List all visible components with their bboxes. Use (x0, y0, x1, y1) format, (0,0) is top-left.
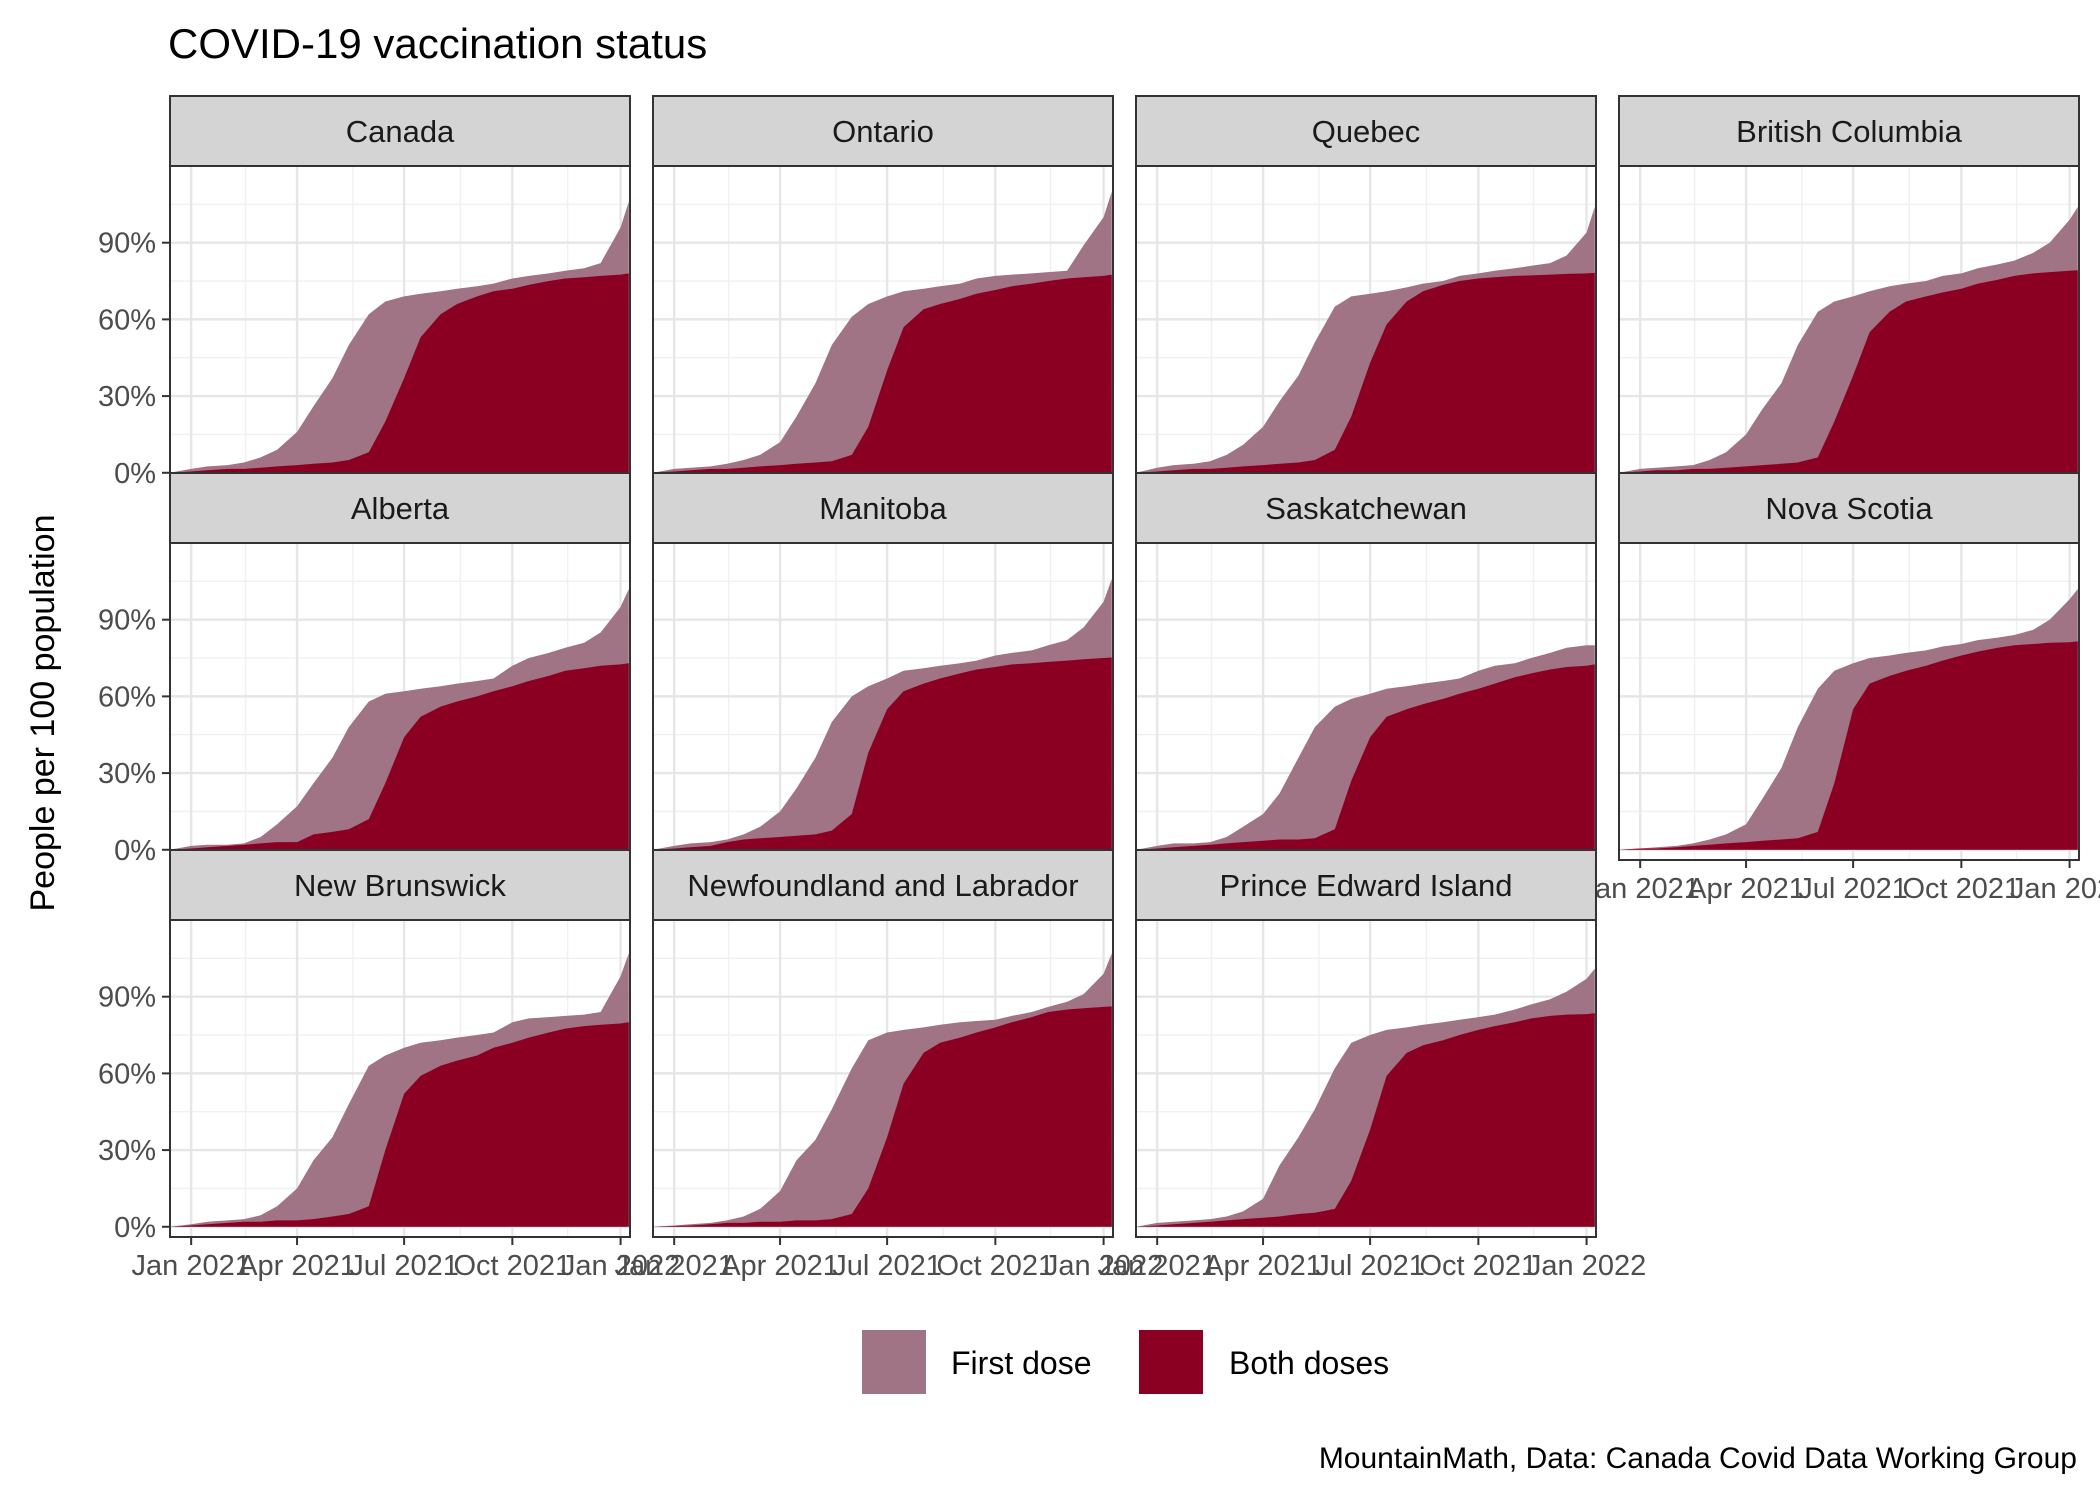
area-both-doses (1619, 641, 2078, 850)
panel-saskatchewan: Saskatchewan (1135, 472, 1597, 861)
panel-border (169, 919, 631, 1238)
facet-panels: Canada 0% 30% 60% 90% Ontario Quebec British Co… (98, 95, 2100, 1282)
area-both-doses (170, 663, 629, 850)
legend: First dose Both doses (862, 1330, 1389, 1394)
y-tick-label: 0% (114, 458, 156, 490)
facet-label: Manitoba (819, 491, 947, 526)
x-tick-label: Jan 2021 (1581, 873, 1700, 905)
y-tick-label: 30% (98, 381, 156, 413)
x-tick-label: Jul 2021 (1798, 873, 1908, 905)
y-tick-label: 90% (98, 982, 156, 1014)
legend-key-both-doses (1139, 1330, 1203, 1394)
x-tick-label: Oct 2021 (1420, 1250, 1538, 1282)
panel-british-columbia: British Columbia (1618, 95, 2080, 484)
panel-manitoba: Manitoba (652, 472, 1114, 861)
panel-alberta: Alberta 0% 30% 60% 90% (98, 472, 631, 867)
facet-strip (652, 849, 1114, 921)
panel-quebec: Quebec (1135, 95, 1597, 484)
facet-strip (652, 95, 1114, 167)
facet-label: Saskatchewan (1265, 491, 1467, 526)
area-both-doses (1619, 270, 2078, 473)
x-tick-label: Jan 2022 (1044, 1250, 1163, 1282)
area-both-doses (1136, 272, 1595, 473)
y-tick-label: 0% (114, 1212, 156, 1244)
area-both-doses (170, 273, 629, 473)
facet-label: Quebec (1312, 114, 1421, 149)
area-both-doses (170, 1022, 629, 1227)
facet-label: New Brunswick (294, 868, 506, 903)
panel-border (1618, 542, 2080, 861)
facet-label: Alberta (351, 491, 450, 526)
facet-label: Newfoundland and Labrador (687, 868, 1078, 903)
facet-label: Canada (346, 114, 455, 149)
panel-ontario: Ontario (652, 95, 1114, 484)
y-axis-title: People per 100 population (24, 515, 62, 912)
legend-label-first-dose: First dose (951, 1345, 1091, 1381)
x-tick-label: Apr 2021 (238, 1250, 356, 1282)
panel-border (652, 919, 1114, 1238)
x-tick-label: Oct 2021 (937, 1250, 1055, 1282)
panel-border (1135, 919, 1597, 1238)
y-tick-label: 60% (98, 304, 156, 336)
facet-label: British Columbia (1736, 114, 1962, 149)
facet-strip (169, 472, 631, 544)
chart-title: COVID-19 vaccination status (168, 20, 707, 67)
y-tick-label: 60% (98, 681, 156, 713)
y-tick-label: 30% (98, 758, 156, 790)
area-both-doses (1136, 664, 1595, 850)
x-tick-label: Jan 2021 (132, 1250, 251, 1282)
x-tick-label: Jan 2021 (1098, 1250, 1217, 1282)
y-tick-label: 90% (98, 228, 156, 260)
area-both-doses (1136, 1013, 1595, 1227)
panel-canada: Canada 0% 30% 60% 90% (98, 95, 631, 490)
x-tick-label: Jul 2021 (1315, 1250, 1425, 1282)
x-tick-label: Jan 2022 (561, 1250, 680, 1282)
legend-key-first-dose (862, 1330, 926, 1394)
x-tick-label: Jan 2022 (2010, 873, 2100, 905)
area-both-doses (653, 1006, 1112, 1227)
facet-strip (169, 95, 631, 167)
facet-strip (652, 472, 1114, 544)
legend-label-both-doses: Both doses (1229, 1345, 1389, 1381)
x-tick-label: Oct 2021 (1903, 873, 2021, 905)
facet-strip (1618, 95, 2080, 167)
x-tick-label: Jan 2021 (615, 1250, 734, 1282)
y-tick-label: 90% (98, 605, 156, 637)
area-both-doses (653, 657, 1112, 850)
x-tick-label: Jul 2021 (832, 1250, 942, 1282)
area-both-doses (653, 274, 1112, 473)
x-tick-label: Apr 2021 (1687, 873, 1805, 905)
x-tick-label: Apr 2021 (721, 1250, 839, 1282)
facet-strip (169, 849, 631, 921)
facet-label: Prince Edward Island (1220, 868, 1513, 903)
y-tick-label: 60% (98, 1058, 156, 1090)
facet-label: Nova Scotia (1765, 491, 1933, 526)
facet-label: Ontario (832, 114, 934, 149)
x-tick-label: Jan 2022 (1527, 1250, 1646, 1282)
x-tick-label: Jul 2021 (349, 1250, 459, 1282)
x-tick-label: Apr 2021 (1204, 1250, 1322, 1282)
chart-caption: MountainMath, Data: Canada Covid Data Wo… (1319, 1442, 2077, 1475)
facet-strip (1135, 95, 1597, 167)
facet-strip (1618, 472, 2080, 544)
x-tick-label: Oct 2021 (454, 1250, 572, 1282)
y-tick-label: 0% (114, 835, 156, 867)
y-tick-label: 30% (98, 1135, 156, 1167)
